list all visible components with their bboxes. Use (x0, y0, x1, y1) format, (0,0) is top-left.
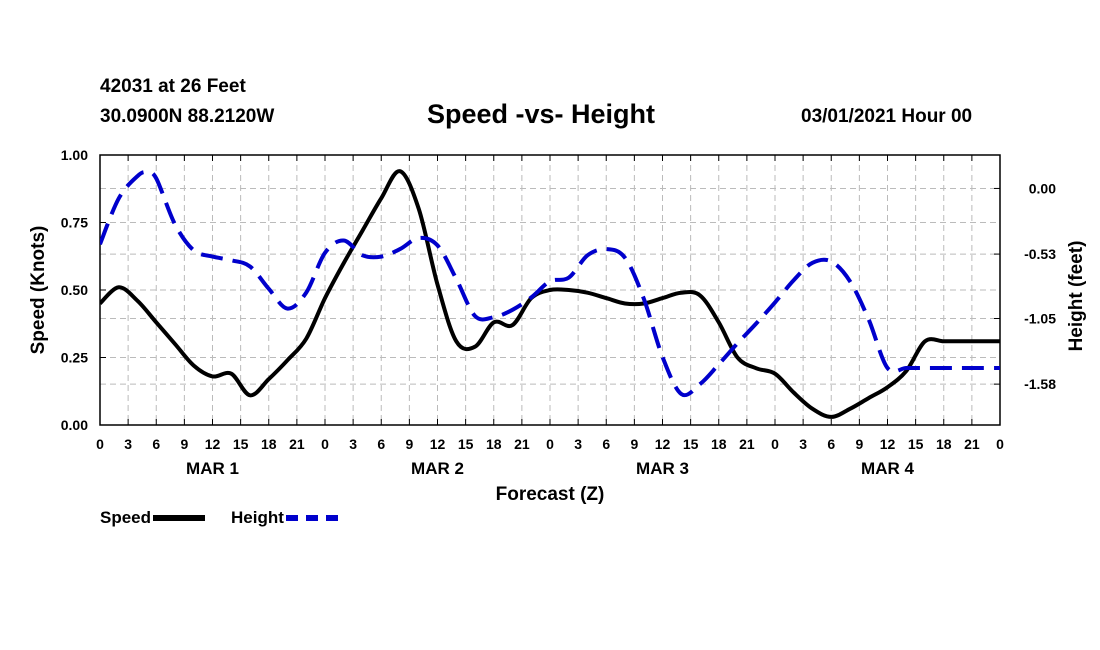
y-tick-label: 0.75 (61, 215, 88, 231)
x-tick-label: 21 (739, 436, 755, 452)
x-tick-label: 6 (602, 436, 610, 452)
coordinates-label: 30.0900N 88.2120W (100, 106, 275, 127)
legend-speed: Speed (100, 508, 206, 528)
x-tick-label: 15 (233, 436, 249, 452)
x-tick-label: 18 (261, 436, 277, 452)
x-tick-label: 12 (880, 436, 896, 452)
x-tick-label: 21 (289, 436, 305, 452)
chart-title: Speed -vs- Height (427, 99, 656, 129)
x-tick-label: 12 (205, 436, 221, 452)
series-height-line (100, 170, 1000, 398)
x-tick-label: 3 (799, 436, 807, 452)
x-tick-label: 15 (458, 436, 474, 452)
x-tick-label: 3 (349, 436, 357, 452)
forecast-datetime: 03/01/2021 Hour 00 (801, 106, 973, 127)
x-tick-label: 3 (124, 436, 132, 452)
y2-tick-label: 0.00 (1029, 180, 1056, 196)
x-tick-label: 9 (630, 436, 638, 452)
x-tick-label: 6 (152, 436, 160, 452)
y2-axis-title: Height (feet) (1066, 241, 1087, 352)
y-tick-label: 0.50 (61, 282, 88, 298)
x-tick-label: 9 (405, 436, 413, 452)
x-axis-title: Forecast (Z) (496, 484, 605, 505)
x-tick-label: 0 (321, 436, 329, 452)
y2-tick-label: -0.53 (1024, 246, 1056, 262)
x-tick-label: 6 (827, 436, 835, 452)
y2-tick-label: -1.58 (1024, 376, 1056, 392)
station-label: 42031 at 26 Feet (100, 76, 246, 97)
day-label: MAR 2 (411, 459, 464, 478)
x-tick-label: 0 (546, 436, 554, 452)
x-tick-label: 21 (964, 436, 980, 452)
x-tick-label: 18 (936, 436, 952, 452)
x-tick-label: 21 (514, 436, 530, 452)
day-label: MAR 3 (636, 459, 689, 478)
legend-speed-swatch (153, 515, 206, 521)
x-tick-label: 3 (574, 436, 582, 452)
x-tick-label: 9 (180, 436, 188, 452)
legend-height: Height (231, 508, 338, 528)
x-tick-label: 6 (377, 436, 385, 452)
x-tick-label: 9 (855, 436, 863, 452)
x-tick-label: 0 (96, 436, 104, 452)
day-label: MAR 1 (186, 459, 239, 478)
x-tick-label: 0 (996, 436, 1004, 452)
y-tick-label: 0.25 (61, 350, 88, 366)
x-tick-label: 15 (683, 436, 699, 452)
x-tick-label: 0 (771, 436, 779, 452)
legend-height-swatch (285, 515, 338, 521)
day-label: MAR 4 (861, 459, 914, 478)
x-tick-label: 18 (711, 436, 727, 452)
legend-height-label: Height (231, 508, 284, 527)
x-tick-label: 18 (486, 436, 502, 452)
x-tick-label: 12 (430, 436, 446, 452)
x-tick-label: 12 (655, 436, 671, 452)
y2-tick-label: -1.05 (1024, 310, 1056, 326)
y-tick-label: 0.00 (61, 417, 88, 433)
legend-speed-label: Speed (100, 508, 152, 527)
x-tick-label: 15 (908, 436, 924, 452)
y-tick-label: 1.00 (61, 147, 88, 163)
series-speed-line (100, 169, 1000, 419)
y-axis-title: Speed (Knots) (28, 226, 49, 355)
